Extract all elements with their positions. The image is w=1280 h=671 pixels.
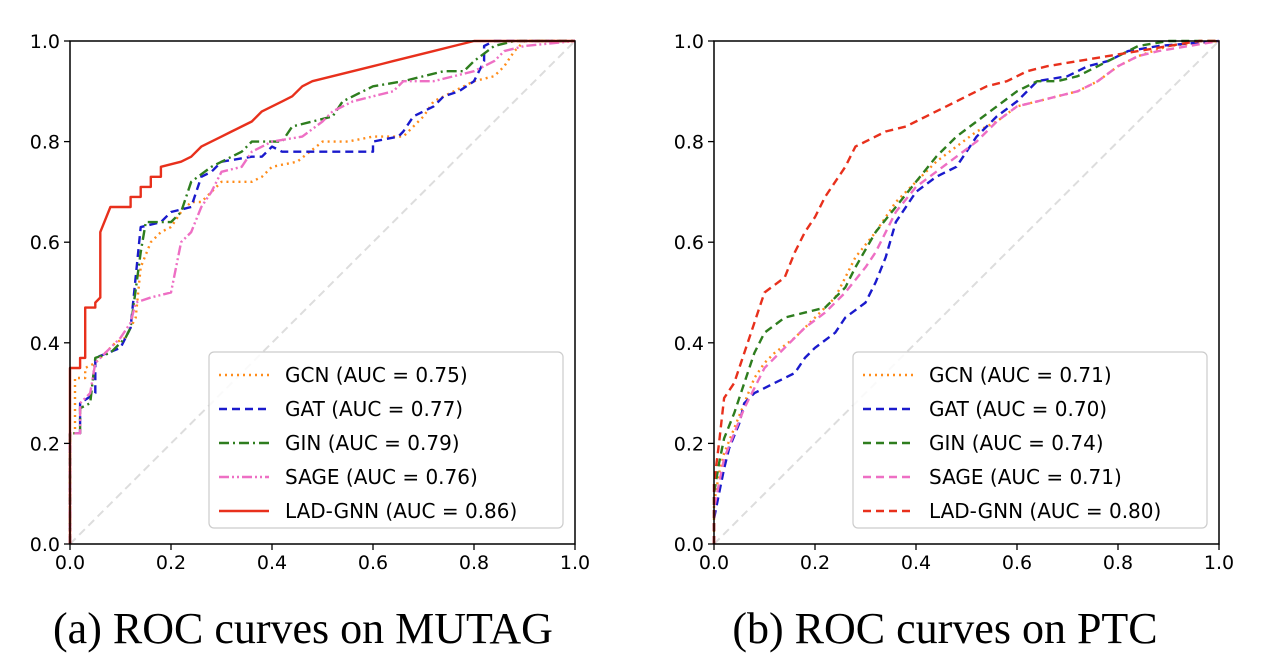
x-tick-label: 0.4 xyxy=(257,552,287,574)
x-tick-label: 0.4 xyxy=(901,552,931,574)
legend-label: GAT (AUC = 0.77) xyxy=(285,397,463,421)
legend-label: SAGE (AUC = 0.71) xyxy=(929,465,1122,489)
y-tick-label: 0.6 xyxy=(30,232,60,254)
y-tick-label: 0.4 xyxy=(674,333,704,355)
y-tick-label: 0.6 xyxy=(674,232,704,254)
x-tick-label: 1.0 xyxy=(560,552,590,574)
roc-curve-sage xyxy=(68,39,576,544)
y-tick-label: 0.8 xyxy=(30,132,60,154)
roc-curve-lad-gnn xyxy=(68,39,575,544)
x-tick-label: 0.2 xyxy=(800,552,830,574)
y-tick-label: 0.2 xyxy=(30,433,60,455)
legend-label: GCN (AUC = 0.75) xyxy=(285,363,468,387)
caption-ptc: (b) ROC curves on PTC xyxy=(732,604,1157,653)
axes-frame xyxy=(69,40,576,545)
x-tick-label: 0.8 xyxy=(1103,552,1133,574)
y-tick-label: 1.0 xyxy=(30,31,60,53)
roc-panel-mutag: 0.0 0.2 0.4 0.6 0.8 1.0 0.0 0.2 0.4 0.6 0.8 1.0 GCN … xyxy=(30,31,590,574)
diagonal-reference-line xyxy=(69,40,576,545)
roc-curve-gin xyxy=(712,39,1219,544)
legend-label: GAT (AUC = 0.70) xyxy=(929,397,1107,421)
legend-label: LAD-GNN (AUC = 0.80) xyxy=(929,499,1161,523)
legend-label: SAGE (AUC = 0.76) xyxy=(285,465,478,489)
roc-panel-ptc: 0.0 0.2 0.4 0.6 0.8 1.0 0.0 0.2 0.4 0.6 0.8 1.0 GCN … xyxy=(674,31,1234,574)
roc-curve-sage xyxy=(712,39,1220,544)
legend-label: LAD-GNN (AUC = 0.86) xyxy=(285,499,517,523)
x-tick-label: 0.2 xyxy=(156,552,186,574)
caption-mutag: (a) ROC curves on MUTAG xyxy=(53,604,553,653)
roc-curve-lad-gnn xyxy=(712,39,1219,544)
x-tick-label: 0.6 xyxy=(1002,552,1032,574)
x-tick-label: 0.0 xyxy=(55,552,85,574)
legend: GCN (AUC = 0.71) GAT (AUC = 0.70) GIN (AUC… xyxy=(852,351,1208,529)
y-tick-label: 0.0 xyxy=(30,534,60,556)
legend-box xyxy=(852,351,1208,529)
y-tick-label: 0.8 xyxy=(674,132,704,154)
x-tick-label: 0.0 xyxy=(699,552,729,574)
y-tick-label: 0.4 xyxy=(30,333,60,355)
legend-box xyxy=(208,351,564,529)
roc-curve-gin xyxy=(68,39,575,544)
y-tick-label: 0.0 xyxy=(674,534,704,556)
legend-label: GIN (AUC = 0.79) xyxy=(285,431,460,455)
diagonal-reference-line xyxy=(713,40,1220,545)
y-tick-label: 1.0 xyxy=(674,31,704,53)
legend: GCN (AUC = 0.75) GAT (AUC = 0.77) GIN (AUC… xyxy=(208,351,564,529)
roc-curve-gat xyxy=(68,39,575,544)
x-tick-label: 0.8 xyxy=(459,552,489,574)
legend-label: GCN (AUC = 0.71) xyxy=(929,363,1112,387)
y-tick-label: 0.2 xyxy=(674,433,704,455)
legend-label: GIN (AUC = 0.74) xyxy=(929,431,1104,455)
x-tick-label: 0.6 xyxy=(358,552,388,574)
axes-frame xyxy=(713,40,1220,545)
x-tick-label: 1.0 xyxy=(1204,552,1234,574)
